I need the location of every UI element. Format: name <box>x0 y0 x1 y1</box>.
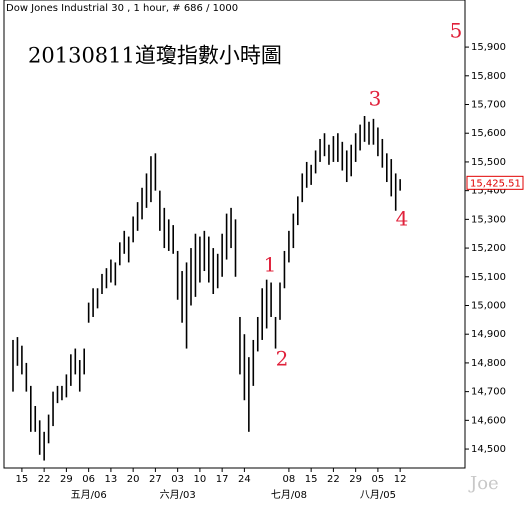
wave-label: 1 <box>264 253 277 277</box>
y-tick-label: 15,400 <box>471 186 506 197</box>
wave-label: 3 <box>369 87 382 111</box>
wave-label: 5 <box>450 19 463 43</box>
x-tick-label: 15 <box>305 474 318 485</box>
y-tick-label: 15,200 <box>471 243 506 254</box>
x-tick-label: 29 <box>349 474 362 485</box>
x-tick-label: 12 <box>394 474 407 485</box>
month-label: 六月/03 <box>160 489 196 501</box>
x-tick-label: 15 <box>16 474 29 485</box>
y-tick-label: 14,800 <box>471 358 506 369</box>
y-tick-label: 14,600 <box>471 415 506 426</box>
month-label: 七月/08 <box>271 489 307 501</box>
x-tick-label: 17 <box>216 474 229 485</box>
y-tick-label: 15,600 <box>471 128 506 139</box>
y-tick-label: 15,500 <box>471 157 506 168</box>
x-tick-label: 20 <box>127 474 140 485</box>
y-tick-label: 15,300 <box>471 214 506 225</box>
y-tick-label: 15,100 <box>471 272 506 283</box>
x-tick-label: 05 <box>372 474 385 485</box>
y-tick-label: 15,700 <box>471 100 506 111</box>
y-tick-label: 15,900 <box>471 42 506 53</box>
x-tick-label: 29 <box>60 474 73 485</box>
x-tick-label: 06 <box>82 474 95 485</box>
y-tick-label: 14,900 <box>471 329 506 340</box>
wave-label: 2 <box>276 347 289 371</box>
month-label: 八月/05 <box>360 489 396 501</box>
header: Dow Jones Industrial 30 , 1 hour, # 686 … <box>6 3 238 14</box>
y-tick-label: 15,000 <box>471 300 506 311</box>
x-tick-label: 13 <box>105 474 118 485</box>
y-tick-label: 14,500 <box>471 444 506 455</box>
x-tick-label: 10 <box>194 474 207 485</box>
wave-label: 4 <box>396 207 409 231</box>
chart-title: 20130811道瓊指數小時圖 <box>28 44 282 68</box>
month-label: 五月/06 <box>71 489 107 501</box>
x-tick-label: 24 <box>238 474 251 485</box>
x-tick-label: 22 <box>327 474 340 485</box>
y-tick-label: 14,700 <box>471 387 506 398</box>
x-tick-label: 03 <box>171 474 184 485</box>
y-tick-label: 15,800 <box>471 71 506 82</box>
x-tick-label: 27 <box>149 474 162 485</box>
last-price-label: 15,425.51 <box>470 178 521 189</box>
plot-frame <box>3 0 466 469</box>
x-tick-label: 08 <box>283 474 296 485</box>
last-price-box <box>466 175 524 190</box>
watermark: Joe <box>468 473 499 494</box>
x-tick-label: 22 <box>38 474 51 485</box>
